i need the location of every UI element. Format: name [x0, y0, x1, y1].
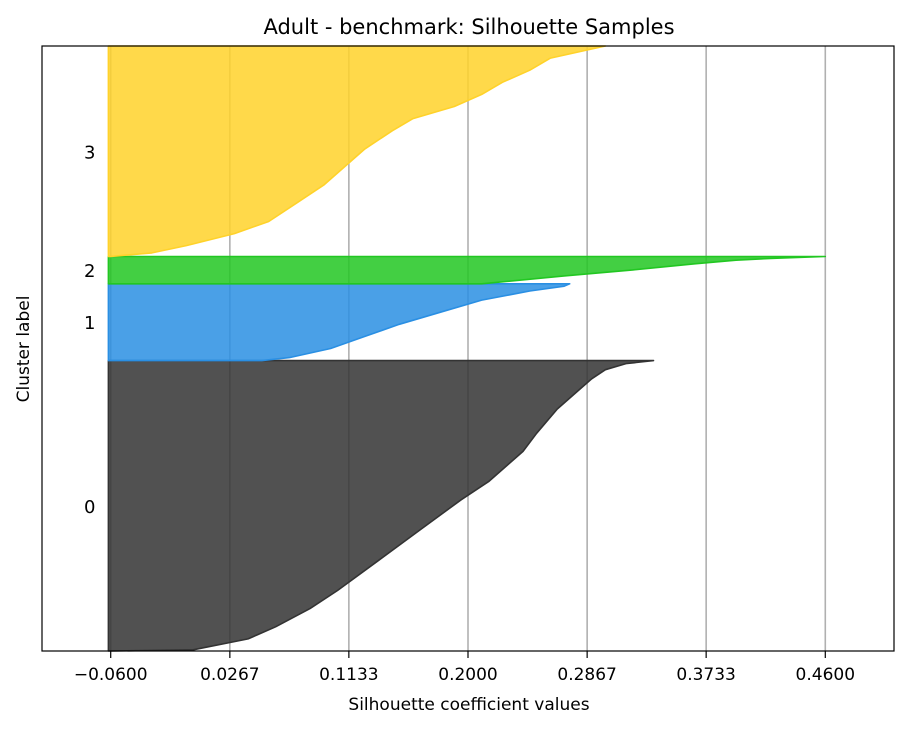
cluster-3-area [107, 45, 607, 258]
x-tick-label-3: 0.2000 [438, 665, 497, 685]
cluster-areas [107, 45, 827, 652]
x-axis-ticks: −0.0600 0.0267 0.1133 0.2000 0.2867 0.3733 0.4… [74, 651, 855, 685]
cluster-1-area [107, 283, 571, 362]
x-tick-label-0: −0.0600 [74, 665, 148, 685]
x-tick-label-1: 0.0267 [200, 665, 259, 685]
x-tick-label-6: 0.4600 [796, 665, 855, 685]
cluster-label-2: 2 [84, 261, 95, 282]
cluster-label-3: 3 [84, 142, 95, 163]
x-tick-label-5: 0.3733 [676, 665, 735, 685]
cluster-label-1: 1 [84, 313, 95, 334]
cluster-2-area [107, 255, 827, 285]
cluster-label-0: 0 [84, 497, 95, 518]
x-tick-label-4: 0.2867 [557, 665, 616, 685]
x-axis-label: Silhouette coefficient values [348, 695, 589, 715]
cluster-0-area [107, 359, 655, 652]
cluster-labels: 0 1 2 3 [84, 142, 95, 518]
y-axis-label: Cluster label [14, 296, 34, 403]
x-tick-label-2: 0.1133 [319, 665, 378, 685]
chart-title: Adult - benchmark: Silhouette Samples [263, 15, 674, 39]
